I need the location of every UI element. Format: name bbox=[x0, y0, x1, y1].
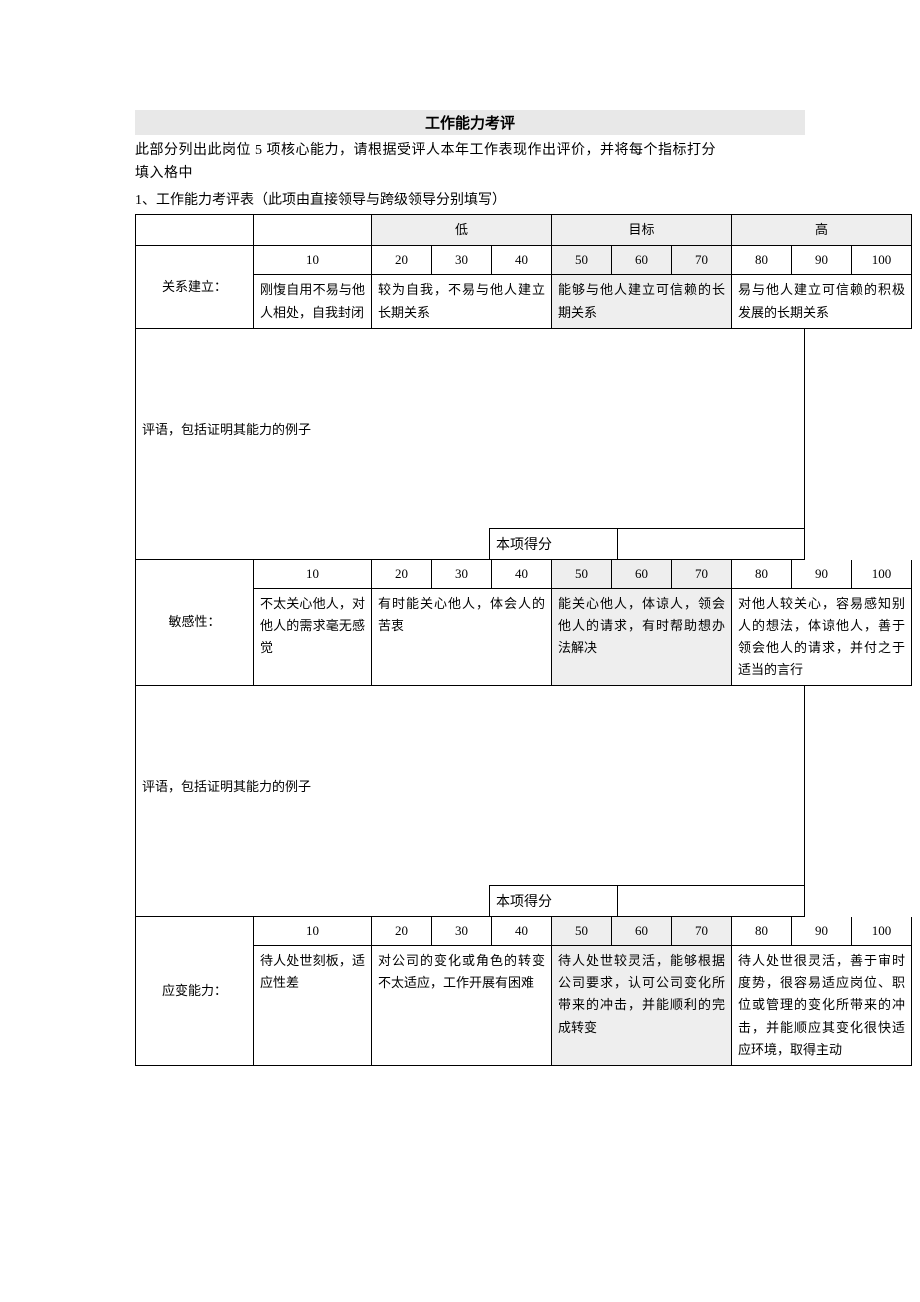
empty-cell bbox=[254, 215, 372, 246]
score-cell[interactable]: 80 bbox=[732, 560, 792, 589]
intro-line-2: 填入格中 bbox=[135, 166, 193, 181]
score-cell[interactable]: 60 bbox=[612, 917, 672, 946]
score-cell[interactable]: 10 bbox=[254, 246, 372, 275]
score-cell[interactable]: 40 bbox=[492, 560, 552, 589]
score-cell[interactable]: 30 bbox=[432, 917, 492, 946]
score-cell[interactable]: 80 bbox=[732, 246, 792, 275]
comment-block: 评语，包括证明其能力的例子 本项得分 bbox=[135, 686, 805, 917]
section-score-label: 本项得分 bbox=[489, 885, 617, 917]
desc-high: 易与他人建立可信赖的积极发展的长期关系 bbox=[732, 275, 912, 328]
intro-line-1: 此部分列出此岗位 5 项核心能力，请根据受评人本年工作表现作出评价，并将每个指标… bbox=[135, 143, 716, 158]
score-cell[interactable]: 60 bbox=[612, 246, 672, 275]
desc-low-2: 对公司的变化或角色的转变不太适应，工作开展有困难 bbox=[372, 946, 552, 1065]
desc-low-1: 不太关心他人，对他人的需求毫无感觉 bbox=[254, 588, 372, 685]
level-low: 低 bbox=[372, 215, 552, 246]
competency-table-1: 低 目标 高 关系建立： 10 20 30 40 50 60 70 80 90 … bbox=[135, 214, 912, 328]
score-cell[interactable]: 10 bbox=[254, 560, 372, 589]
score-cell[interactable]: 100 bbox=[852, 246, 912, 275]
score-cell[interactable]: 90 bbox=[792, 246, 852, 275]
competency-name: 敏感性： bbox=[136, 560, 254, 686]
score-cell[interactable]: 10 bbox=[254, 917, 372, 946]
score-block: 本项得分 bbox=[136, 528, 804, 560]
score-block: 本项得分 bbox=[136, 885, 804, 917]
comment-label: 评语，包括证明其能力的例子 bbox=[136, 686, 804, 815]
comment-label: 评语，包括证明其能力的例子 bbox=[136, 329, 804, 458]
desc-low-1: 刚愎自用不易与他人相处，自我封闭 bbox=[254, 275, 372, 328]
desc-low-2: 较为自我，不易与他人建立长期关系 bbox=[372, 275, 552, 328]
desc-mid: 能关心他人，体谅人，领会他人的请求，有时帮助想办法解决 bbox=[552, 588, 732, 685]
intro-text: 此部分列出此岗位 5 项核心能力，请根据受评人本年工作表现作出评价，并将每个指标… bbox=[135, 139, 805, 185]
score-cell[interactable]: 20 bbox=[372, 246, 432, 275]
score-row: 应变能力： 10 20 30 40 50 60 70 80 90 100 bbox=[136, 917, 912, 946]
desc-low-2: 有时能关心他人，体会人的苦衷 bbox=[372, 588, 552, 685]
score-cell[interactable]: 20 bbox=[372, 560, 432, 589]
score-cell[interactable]: 70 bbox=[672, 917, 732, 946]
desc-high: 对他人较关心，容易感知别人的想法，体谅他人，善于领会他人的请求，并付之于适当的言… bbox=[732, 588, 912, 685]
score-cell[interactable]: 50 bbox=[552, 917, 612, 946]
score-cell[interactable]: 30 bbox=[432, 246, 492, 275]
empty-cell bbox=[136, 215, 254, 246]
score-cell[interactable]: 90 bbox=[792, 917, 852, 946]
score-cell[interactable]: 100 bbox=[852, 917, 912, 946]
score-cell[interactable]: 20 bbox=[372, 917, 432, 946]
score-cell[interactable]: 50 bbox=[552, 246, 612, 275]
competency-table-3: 应变能力： 10 20 30 40 50 60 70 80 90 100 待人处… bbox=[135, 917, 912, 1066]
section-score-input[interactable] bbox=[617, 885, 804, 917]
competency-name: 关系建立： bbox=[136, 246, 254, 328]
score-cell[interactable]: 80 bbox=[732, 917, 792, 946]
level-mid: 目标 bbox=[552, 215, 732, 246]
score-row: 敏感性： 10 20 30 40 50 60 70 80 90 100 bbox=[136, 560, 912, 589]
desc-mid: 待人处世较灵活，能够根据公司要求，认可公司变化所带来的冲击，并能顺利的完成转变 bbox=[552, 946, 732, 1065]
competency-name: 应变能力： bbox=[136, 917, 254, 1065]
score-cell[interactable]: 100 bbox=[852, 560, 912, 589]
score-cell[interactable]: 60 bbox=[612, 560, 672, 589]
score-cell[interactable]: 70 bbox=[672, 560, 732, 589]
level-header-row: 低 目标 高 bbox=[136, 215, 912, 246]
desc-high: 待人处世很灵活，善于审时度势，很容易适应岗位、职位或管理的变化所带来的冲击，并能… bbox=[732, 946, 912, 1065]
score-cell[interactable]: 70 bbox=[672, 246, 732, 275]
score-row: 关系建立： 10 20 30 40 50 60 70 80 90 100 bbox=[136, 246, 912, 275]
comment-block: 评语，包括证明其能力的例子 本项得分 bbox=[135, 329, 805, 560]
competency-table-2: 敏感性： 10 20 30 40 50 60 70 80 90 100 不太关心… bbox=[135, 560, 912, 686]
section-score-label: 本项得分 bbox=[489, 528, 617, 560]
desc-mid: 能够与他人建立可信赖的长期关系 bbox=[552, 275, 732, 328]
section-title: 工作能力考评 bbox=[135, 110, 805, 135]
level-high: 高 bbox=[732, 215, 912, 246]
sub-heading: 1、工作能力考评表（此项由直接领导与跨级领导分别填写） bbox=[135, 189, 805, 212]
section-score-input[interactable] bbox=[617, 528, 804, 560]
desc-low-1: 待人处世刻板，适应性差 bbox=[254, 946, 372, 1065]
score-cell[interactable]: 40 bbox=[492, 917, 552, 946]
score-cell[interactable]: 30 bbox=[432, 560, 492, 589]
score-cell[interactable]: 40 bbox=[492, 246, 552, 275]
score-cell[interactable]: 50 bbox=[552, 560, 612, 589]
score-cell[interactable]: 90 bbox=[792, 560, 852, 589]
